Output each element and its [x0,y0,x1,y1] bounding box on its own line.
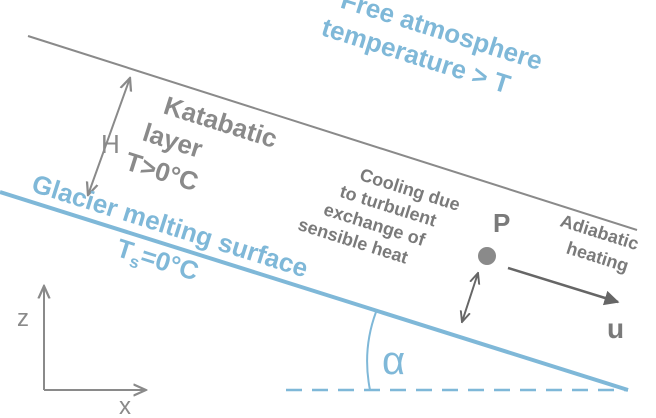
glacier-surface-line [0,190,629,392]
slope-angle-label: α [382,339,405,383]
height-arrow [88,78,130,195]
height-label: H [101,129,120,159]
velocity-arrow [507,266,620,306]
turbulent-exchange-arrow [462,273,478,322]
z-axis-label: z [17,305,29,332]
velocity-label: u [607,313,624,344]
x-axis-label: x [119,393,131,418]
katabatic-layer-top-line [27,35,638,231]
point-p-marker [478,247,496,265]
slope-angle-arc [366,311,377,391]
point-p-label: P [493,208,510,238]
